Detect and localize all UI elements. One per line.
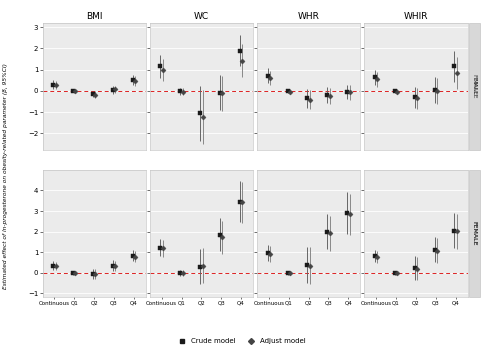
Text: FEMALE: FEMALE [471,221,476,246]
Text: Estimated effect of ln-progesterone on obesity-related parameter (β, 95%CI): Estimated effect of ln-progesterone on o… [4,63,8,289]
Title: WHIR: WHIR [404,12,428,21]
Title: BMI: BMI [86,12,102,21]
Text: FEMALE: FEMALE [472,74,476,99]
Title: WHR: WHR [298,12,320,21]
Text: MALE: MALE [471,78,476,95]
Title: WC: WC [194,12,209,21]
Legend: Crude model, Adjust model: Crude model, Adjust model [172,335,308,347]
Text: FEMALE: FEMALE [472,221,476,246]
